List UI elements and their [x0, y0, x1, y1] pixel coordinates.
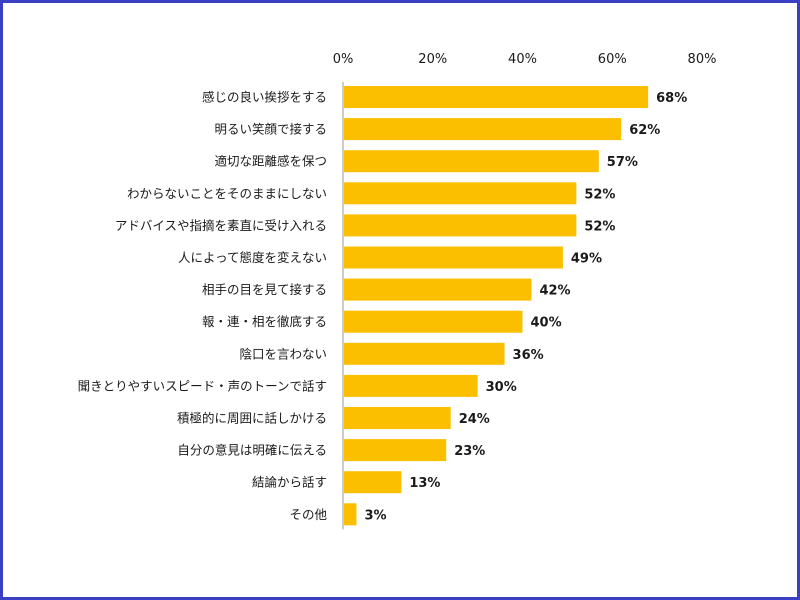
- bar: [344, 86, 649, 108]
- value-label: 68%: [656, 91, 687, 106]
- bar: [344, 439, 447, 462]
- value-label: 57%: [607, 155, 638, 170]
- category-label: 陰口を言わない: [239, 346, 327, 361]
- value-label: 52%: [584, 219, 615, 234]
- x-tick-label: 20%: [418, 52, 447, 67]
- value-label: 42%: [539, 284, 570, 299]
- bar: [344, 310, 523, 333]
- value-label: 62%: [629, 123, 660, 138]
- category-label: 自分の意見は明確に伝える: [177, 443, 327, 458]
- bars: [344, 86, 649, 526]
- category-label: アドバイスや指摘を素直に受け入れる: [115, 218, 327, 233]
- bar: [344, 342, 505, 365]
- category-label: 積極的に周囲に話しかける: [177, 411, 327, 426]
- category-labels: 感じの良い挨拶をする明るい笑顔で接する適切な距離感を保つわからないことをそのまま…: [78, 90, 328, 522]
- bar: [344, 118, 622, 141]
- x-tick-label: 40%: [508, 52, 537, 67]
- value-label: 23%: [454, 444, 485, 459]
- category-label: わからないことをそのままにしない: [127, 186, 327, 201]
- value-label: 30%: [486, 380, 517, 395]
- category-label: 適切な距離感を保つ: [214, 154, 327, 169]
- value-labels: 68% 62% 57% 52% 52% 49% 42% 40% 36% 30% 24% 23% 13% 3…: [364, 91, 687, 523]
- value-label: 52%: [584, 187, 615, 202]
- value-label: 49%: [571, 252, 602, 267]
- bar: [344, 407, 451, 429]
- category-label: 報・連・相を徹底する: [202, 314, 327, 329]
- bar: [344, 278, 532, 301]
- x-tick-label: 0%: [333, 52, 354, 67]
- bar: [344, 471, 402, 494]
- bar: [344, 246, 563, 269]
- category-label: 感じの良い挨拶をする: [202, 90, 327, 105]
- value-label: 40%: [531, 316, 562, 331]
- x-axis-ticks: 0% 20% 40% 60% 80%: [333, 52, 717, 67]
- value-label: 13%: [409, 476, 440, 491]
- category-label: 相手の目を見て接する: [202, 282, 327, 297]
- category-label: 聞きとりやすいスピード・声のトーンで話す: [78, 378, 327, 393]
- value-label: 24%: [459, 412, 490, 427]
- x-tick-label: 80%: [688, 52, 717, 67]
- x-tick-label: 60%: [598, 52, 627, 67]
- bar: [344, 150, 599, 173]
- category-label: 人によって態度を変えない: [178, 250, 327, 265]
- category-label: 明るい笑顔で接する: [214, 122, 327, 137]
- bar: [344, 182, 577, 205]
- value-label: 3%: [364, 508, 386, 523]
- bar: [344, 503, 357, 526]
- bar: [344, 374, 478, 397]
- bar: [344, 214, 577, 237]
- category-label: 結論から話す: [252, 475, 327, 490]
- value-label: 36%: [513, 348, 544, 363]
- category-label: その他: [289, 507, 327, 522]
